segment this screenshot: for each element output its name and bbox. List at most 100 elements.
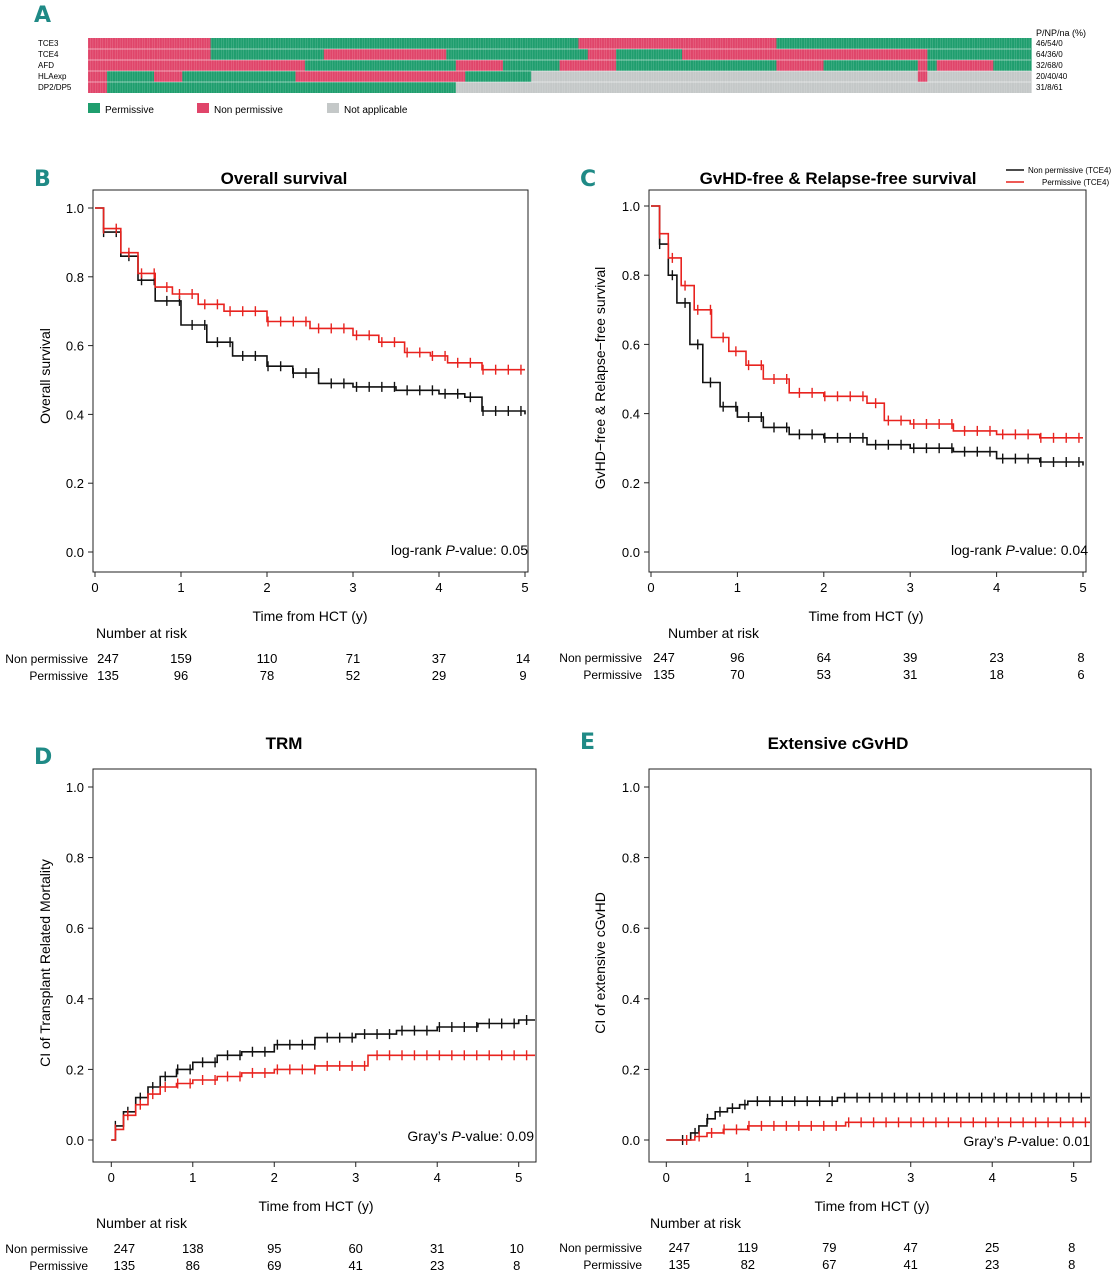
risk-value: 70 xyxy=(730,667,744,682)
panel-b-letter: B xyxy=(34,167,51,192)
series-line xyxy=(95,207,526,415)
panel-c-risk-table: Number at risk Non permissive Permissive… xyxy=(559,625,1084,682)
risk-label: Number at risk xyxy=(96,625,188,641)
heatmap-segment xyxy=(776,60,825,71)
heatmap-segment xyxy=(88,49,212,60)
panel-d: D TRM 0.00.20.40.60.81.00 1 2 3 4 5 Time from… xyxy=(5,734,537,1273)
heatmap-segment xyxy=(267,82,457,93)
x-tick-label: 1 xyxy=(189,1170,196,1185)
panel-d-plot: 0.0 0.2 0.4 0.6 0.8 1.0 0 1 2 3 4 5 xyxy=(66,768,537,1185)
x-tick-label: 0 xyxy=(91,580,98,595)
legend-label-not-applicable: Not applicable xyxy=(344,105,408,116)
heatmap-segment xyxy=(455,60,504,71)
heatmap-segment xyxy=(776,38,1032,49)
panel-e-title: Extensive cGvHD xyxy=(768,734,909,753)
heatmap-segment xyxy=(455,82,1032,93)
heatmap-segment xyxy=(88,82,108,93)
series-line xyxy=(111,1019,535,1141)
series-line xyxy=(651,205,1083,439)
y-tick-label: 1.0 xyxy=(66,780,84,795)
y-tick-label: 0.4 xyxy=(66,992,84,1007)
risk-value: 8 xyxy=(1068,1257,1075,1272)
risk-group-label: Permissive xyxy=(583,1258,642,1272)
x-tick-label: 5 xyxy=(1079,580,1086,595)
risk-value: 23 xyxy=(989,650,1003,665)
series-line xyxy=(666,1096,1090,1141)
heatmap-segment xyxy=(917,60,928,71)
heatmap-row-stat: 20/40/40 xyxy=(1036,72,1068,81)
panel-c-xlabel: Time from HCT (y) xyxy=(808,608,923,624)
risk-value: 9 xyxy=(519,668,526,683)
risk-label: Number at risk xyxy=(668,625,760,641)
heatmap-segment xyxy=(993,60,1032,71)
y-tick-label: 0.2 xyxy=(622,476,640,491)
risk-value: 247 xyxy=(113,1241,135,1256)
heatmap-segment xyxy=(936,60,994,71)
risk-label: Number at risk xyxy=(650,1215,742,1231)
panel-a-header: P/NP/na (%) xyxy=(1036,28,1086,38)
plot-frame xyxy=(648,189,1087,573)
risk-value: 8 xyxy=(1077,650,1084,665)
risk-value: 6 xyxy=(1077,667,1084,682)
risk-value: 96 xyxy=(730,650,744,665)
plot-frame xyxy=(648,768,1092,1163)
series-line xyxy=(666,1121,1090,1141)
risk-group-label: Non permissive xyxy=(5,1242,88,1256)
heatmap-segment xyxy=(295,71,466,82)
y-tick-label: 0.6 xyxy=(66,921,84,936)
panel-c-legend: Non permissive (TCE4) Permissive (TCE4) xyxy=(1006,166,1111,187)
x-tick-label: 3 xyxy=(907,580,914,595)
y-tick-label: 0.8 xyxy=(66,851,84,866)
heatmap-segment xyxy=(154,71,183,82)
heatmap-segment xyxy=(917,71,928,82)
risk-value: 31 xyxy=(903,667,917,682)
panel-b-xlabel: Time from HCT (y) xyxy=(252,608,367,624)
y-tick-label: 0.8 xyxy=(622,268,640,283)
x-tick-label: 1 xyxy=(734,580,741,595)
panel-d-risk-table: Number at risk Non permissive Permissive… xyxy=(5,1215,524,1273)
risk-value: 10 xyxy=(509,1241,523,1256)
panel-c-letter: C xyxy=(580,167,596,192)
risk-value: 8 xyxy=(513,1258,520,1273)
heatmap-segment xyxy=(616,60,777,71)
x-tick-label: 2 xyxy=(820,580,827,595)
risk-value: 47 xyxy=(903,1240,917,1255)
heatmap-row-labels: TCE3 TCE4 AFD HLAexp DP2/DP5 xyxy=(38,39,72,92)
heatmap-segment xyxy=(210,49,325,60)
x-tick-label: 2 xyxy=(271,1170,278,1185)
panel-b-pvalue: log-rank P-value: 0.05 xyxy=(391,542,528,558)
x-tick-label: 0 xyxy=(108,1170,115,1185)
risk-value: 31 xyxy=(430,1241,444,1256)
y-tick-label: 0.2 xyxy=(66,476,84,491)
risk-group-label: Permissive xyxy=(583,668,642,682)
panel-c-pvalue: log-rank P-value: 0.04 xyxy=(951,542,1088,558)
heatmap xyxy=(87,38,1032,93)
y-tick-label: 0.6 xyxy=(622,337,640,352)
y-tick-label: 0.8 xyxy=(622,851,640,866)
heatmap-segment xyxy=(927,49,1032,60)
heatmap-segment xyxy=(88,60,306,71)
panel-b: B Overall survival 0.0 0.2 0.4 0.6 0.8 1.0 0 1 2… xyxy=(5,167,530,683)
y-tick-label: 0.0 xyxy=(66,1133,84,1148)
legend-label-non-permissive: Non permissive xyxy=(214,105,283,116)
heatmap-segment xyxy=(210,38,579,49)
y-tick-label: 0.0 xyxy=(622,545,640,560)
risk-value: 18 xyxy=(989,667,1003,682)
heatmap-row-stat: 31/8/61 xyxy=(1036,83,1063,92)
panel-b-risk-table: Number at risk Non permissive Permissive… xyxy=(5,625,530,683)
panel-a: A P/NP/na (%) TCE3 TCE4 AFD HLAexp DP2/D… xyxy=(34,3,1086,116)
risk-value: 25 xyxy=(985,1240,999,1255)
panel-e: E Extensive cGvHD 0.00.20.40.60.81.00 1 2 3… xyxy=(559,730,1092,1272)
heatmap-segment xyxy=(587,49,617,60)
x-tick-label: 1 xyxy=(177,580,184,595)
heatmap-segment xyxy=(531,71,919,82)
heatmap-segment xyxy=(823,60,919,71)
heatmap-segment xyxy=(446,49,589,60)
x-tick-label: 1 xyxy=(744,1170,751,1185)
risk-label: Number at risk xyxy=(96,1215,188,1231)
risk-value: 110 xyxy=(257,651,278,666)
y-tick-label: 0.4 xyxy=(622,992,640,1007)
x-tick-label: 5 xyxy=(521,580,528,595)
risk-group-label: Non permissive xyxy=(5,652,88,666)
series-line xyxy=(95,207,525,371)
